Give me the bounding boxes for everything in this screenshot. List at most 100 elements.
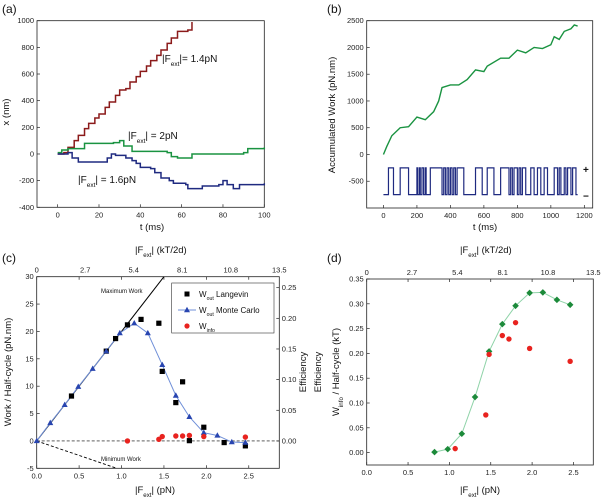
data-point-triangle [159,361,166,368]
y-tick-label: 0.10 [349,399,364,408]
y2-tick-label: 0.25 [282,283,297,292]
data-point-triangle [131,320,138,326]
minus-level-label: − [583,192,589,203]
y2-tick-label: 0.20 [282,314,297,323]
data-point-circle [512,319,519,326]
data-point-diamond [444,445,452,453]
data-point-circle [201,433,207,440]
x-tick-label: 1.5 [159,471,169,480]
trace-label-1-6pN-part: | = 1.6pN [95,175,136,186]
x2-tick-label: 10.8 [223,266,238,275]
y-tick-label: 200 [21,123,34,132]
y-tick-label: 0.05 [349,423,364,432]
data-point-circle [452,445,458,452]
y-tick-label: 2000 [347,43,364,52]
bottom-axis-label-part: | (pN) [477,485,501,496]
y-tick-label: 10 [25,382,33,391]
maximum-work-annotation: Maximum Work [101,289,144,295]
x-axis-label: t (ms) [140,222,164,233]
y-tick-label: 2500 [347,16,364,25]
x-tick-label: 80 [219,210,227,219]
y-tick-label: 0.15 [349,374,364,383]
x-axis-label: t (ms) [473,222,497,233]
data-point-diamond [499,320,506,328]
panel-label: (c) [2,251,16,265]
data-point-circle [483,412,489,418]
x2-tick-label: 10.8 [541,268,556,277]
y-axis-label-part: W [331,407,342,416]
data-point-circle [179,433,186,439]
y-axis-label: Winfo / Half-cycle (kT) [331,328,345,416]
data-point-triangle [75,383,82,389]
legend-circle-icon [184,323,190,329]
x-tick-label: 2.5 [568,468,578,477]
data-point-triangle [61,401,68,407]
minimum-work-annotation: Minimum Work [101,457,142,463]
panel-c [33,276,280,469]
data-point-triangle [47,419,54,426]
data-point-square [68,393,75,399]
x2-tick-label: 2.7 [80,266,90,275]
panel-a [36,20,266,208]
top-axis-label-part: | (kT/2d) [152,245,187,256]
x2-tick-label: 5.4 [129,266,139,275]
y-axis-label-subscript: info [338,397,345,408]
x-tick-label: 100 [258,210,271,219]
data-point-circle [486,351,492,358]
x-tick-label: 1000 [543,211,560,220]
top-axis-label: |Fext| (kT/2d) [460,245,512,259]
data-point-triangle [242,439,249,445]
bottom-axis-label-subscript: ext [468,492,477,499]
top-axis-label-subscript: ext [468,252,477,259]
y-tick-label: 0.35 [349,275,364,284]
data-point-triangle [200,429,207,435]
bottom-axis-label-subscript: ext [143,492,152,499]
y-tick-label: 0 [360,150,364,159]
data-point-diamond [553,296,561,304]
data-point-triangle [144,329,151,336]
y-tick-label: 500 [351,123,364,132]
trace-0 [57,22,193,155]
x-tick-label: 1200 [576,211,593,220]
x2-tick-label: 0 [365,268,369,277]
x-tick-label: 1.0 [444,468,454,477]
y-tick-label: 0.30 [349,299,364,308]
data-point-circle [173,433,179,439]
y-tick-label: 0.25 [349,324,364,333]
data-point-triangle [89,365,96,371]
x2-tick-label: 13.5 [272,266,287,275]
y-tick-label: 800 [21,43,34,52]
bottom-axis-label-part: |F [135,485,143,496]
y2-axis-label: Efficiency [298,352,309,393]
data-point-circle [242,434,249,440]
x-tick-label: 2.0 [201,471,211,480]
legend-square-icon [184,291,190,297]
data-point-diamond [458,430,466,438]
legend [171,282,275,334]
data-point-circle [567,358,573,365]
data-point-circle [186,432,193,439]
data-point-square [159,368,165,375]
trace-label-1-6pN-subscript: ext [87,182,96,189]
legend-entry: Wout Monte Carlo [199,306,260,318]
legend-entry-subscript: info [207,328,215,334]
data-point-triangle [33,437,40,444]
data-point-triangle [116,329,123,336]
data-point-circle [499,332,506,339]
data-point-diamond [471,393,479,401]
legend-entry: Winfo [199,322,215,334]
y-tick-label: 1500 [347,70,364,79]
plot-frame [366,20,594,209]
accumulated-work-line [382,24,578,155]
y-tick-label: 0.20 [349,349,364,358]
data-point-diamond [485,348,493,355]
efficiency-line [434,291,571,453]
top-axis-label-part: |F [135,245,143,256]
y-tick-label: 5 [30,409,34,418]
data-point-diamond [431,448,438,456]
monte-carlo-line [36,322,246,444]
y-tick-label: -500 [349,177,364,186]
y-tick-label: 400 [21,96,34,105]
data-point-circle [124,438,131,444]
plot-frame [366,278,594,466]
